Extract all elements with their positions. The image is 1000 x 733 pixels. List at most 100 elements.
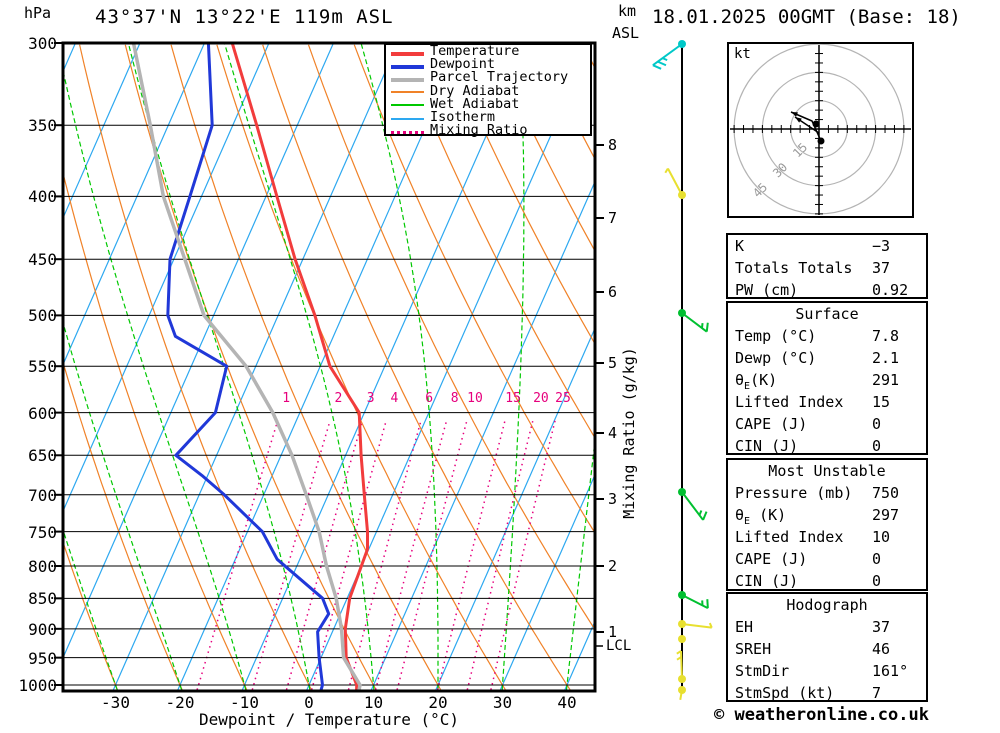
sounding-curves <box>131 44 369 690</box>
legend-item: Isotherm <box>386 108 590 125</box>
mixing-ratio-label: 15 <box>505 391 521 406</box>
dry-adiabat-lines <box>64 44 594 690</box>
parcel_trajectory-curve <box>131 44 362 690</box>
panel-row-label: Lifted Index <box>735 393 844 411</box>
altitude-axis-unit-km: km <box>618 2 637 20</box>
temp-tick-label: -10 <box>230 693 259 712</box>
temperature-axis-label: Dewpoint / Temperature (°C) <box>198 710 460 729</box>
panel-row-value: 15 <box>872 393 891 411</box>
temp-tick-label: -20 <box>165 693 195 712</box>
dewpoint-curve <box>166 44 331 690</box>
wind-barb <box>678 620 713 629</box>
wind-barb <box>664 167 686 199</box>
km-tick-label: 7 <box>608 209 618 227</box>
panel-row: CAPE (J) 0 <box>728 413 926 435</box>
legend-item: Parcel Trajectory <box>386 71 590 84</box>
km-tick-label: 1 <box>608 623 618 641</box>
axis-ticks <box>54 42 604 686</box>
datetime-label: 18.01.2025 00GMT (Base: 18) <box>652 6 961 28</box>
legend-item: Temperature <box>386 43 590 59</box>
panel-row: θE(K) 291 <box>728 369 926 392</box>
wind-barb <box>676 650 686 683</box>
wind-barb <box>678 686 686 701</box>
panel-row-label: Pressure (mb) <box>735 484 853 502</box>
panel-row-value: 0 <box>872 572 882 590</box>
mixing-ratio-label: 2 <box>334 391 343 406</box>
km-tick-label: 2 <box>608 557 618 575</box>
panel-row: Totals Totals 37 <box>728 257 926 279</box>
mixing-ratio-label: 6 <box>425 391 434 406</box>
wet-adiabat-lines <box>64 44 594 690</box>
pressure-tick-label: 1000 <box>18 676 57 695</box>
panel-row-value: 291 <box>872 371 900 389</box>
panel-row-label: EH <box>735 618 754 636</box>
legend-line-sample-wet-adiabat <box>391 104 424 107</box>
legend-label: Isotherm <box>430 108 496 125</box>
panel-row-value: 2.1 <box>872 349 900 367</box>
km-tick-label: 8 <box>608 136 618 154</box>
pressure-tick-label: 500 <box>28 306 57 326</box>
panel-row-value: −3 <box>872 237 891 255</box>
pressure-tick-label: 350 <box>28 116 57 136</box>
mixing-ratio-label: 25 <box>555 391 571 406</box>
pressure-tick-label: 850 <box>28 589 57 609</box>
wind-barb <box>678 591 709 610</box>
panel-row-label: StmDir <box>735 662 790 680</box>
panel-title: Most Unstable <box>768 462 886 480</box>
panel-most-unstable: Most Unstable Pressure (mb) 750 θE (K) 297 Li… <box>726 458 928 591</box>
pressure-tick-label: 600 <box>28 403 57 423</box>
panel-row-label: Temp (°C) <box>735 327 817 345</box>
panel-row-value: 37 <box>872 259 891 277</box>
km-tick-label: 3 <box>608 490 618 508</box>
temp-tick-label: -30 <box>101 693 130 712</box>
panel-row-label: K <box>735 237 745 255</box>
wind-barb <box>678 635 686 643</box>
legend-label: Parcel Trajectory <box>430 69 569 86</box>
footer-credit: © weatheronline.co.uk <box>714 705 929 725</box>
panel-row-value: 7 <box>872 684 882 702</box>
legend-line-sample-parcel-trajectory <box>391 77 424 82</box>
panel-row: K −3 <box>728 235 926 257</box>
panel-row-label: SREH <box>735 640 772 658</box>
legend-label: Temperature <box>430 43 520 59</box>
hodograph-unit-label: kt <box>734 46 751 62</box>
temp-tick-label: 30 <box>492 693 513 712</box>
panel-row-value: 297 <box>872 506 900 524</box>
panel-row-value: 7.8 <box>872 327 900 345</box>
mixing-ratio-label: 3 <box>366 391 375 406</box>
panel-row-value: 161° <box>872 662 909 680</box>
pressure-tick-label: 300 <box>28 34 57 53</box>
altitude-axis-unit-asl: ASL <box>612 24 640 42</box>
panel-title: Hodograph <box>786 596 868 614</box>
lcl-label: LCL <box>606 638 632 654</box>
legend-line-sample-dry-adiabat <box>391 91 424 94</box>
wind-barb <box>678 488 708 521</box>
panel-row: SREH 46 <box>728 638 926 660</box>
panel-row-value: 46 <box>872 640 891 658</box>
panel-row-value: 750 <box>872 484 900 502</box>
panel-row-label: θE (K) <box>735 506 787 527</box>
pressure-tick-label: 900 <box>28 619 57 639</box>
pressure-tick-label: 750 <box>28 522 57 542</box>
panel-indices: K −3 Totals Totals 37 PW (cm) 0.92 <box>726 233 928 299</box>
legend-line-sample-temperature <box>391 51 424 56</box>
km-tick-label: 5 <box>608 354 618 372</box>
panel-row-value: 0.92 <box>872 281 909 299</box>
temp-tick-label: 20 <box>428 693 448 712</box>
panel-row: Lifted Index 10 <box>728 526 926 548</box>
panel-row: θE (K) 297 <box>728 504 926 527</box>
legend-item: Wet Adiabat <box>386 97 590 111</box>
mixing-ratio-label: 20 <box>533 391 549 406</box>
panel-row-label: StmSpd (kt) <box>735 684 835 702</box>
pressure-tick-label: 800 <box>28 557 57 576</box>
panel-row-label: θE(K) <box>735 371 778 392</box>
km-tick-label: 4 <box>608 424 618 442</box>
panel-row: CIN (J) 0 <box>728 570 926 592</box>
legend-label: Dewpoint <box>430 56 496 73</box>
pressure-tick-label: 550 <box>28 357 57 377</box>
panel-row-label: Lifted Index <box>735 528 844 546</box>
